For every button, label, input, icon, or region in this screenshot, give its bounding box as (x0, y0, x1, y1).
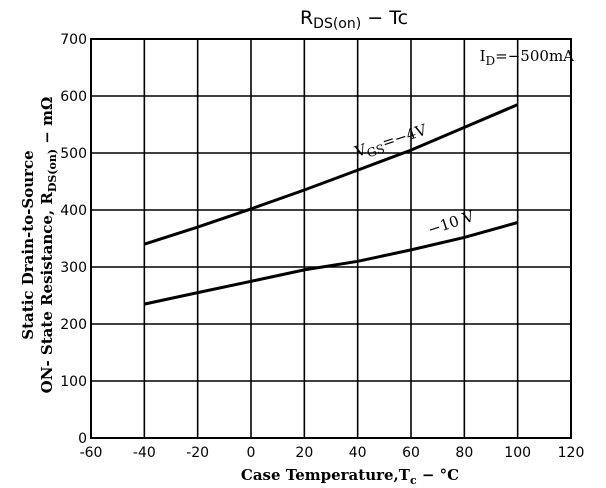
x-tick-label: -20 (186, 445, 209, 461)
y-tick-label: 100 (60, 374, 87, 390)
y-tick-label: 400 (60, 203, 87, 219)
x-axis-label-main: Case Temperature,T (241, 466, 411, 484)
x-tick-label: 60 (402, 445, 420, 461)
y-axis-label-line2-rest: − mΩ (38, 97, 56, 149)
x-tick-label: 80 (455, 445, 473, 461)
x-tick-label: 120 (558, 445, 585, 461)
x-axis-label: Case Temperature,Tc − °C (241, 466, 459, 487)
x-axis-label-rest: − °C (417, 466, 460, 484)
chart-title-sub: DS(on) (313, 16, 361, 32)
x-tick-labels: -60 -40 -20 0 20 40 60 80 100 120 (80, 445, 585, 461)
condition-annotation: ID=−500mA (480, 47, 575, 68)
series-label-vgs-rest: =−4V (380, 120, 430, 152)
x-axis-label-sub: c (410, 474, 417, 487)
y-axis-label-line2-sub: DS(on) (46, 149, 59, 192)
chart-title-rest: − Tc (361, 7, 408, 29)
y-tick-label: 300 (60, 260, 87, 276)
series-line-vgs-4v (143, 103, 519, 246)
y-axis-label-line2: ON- State Resistance, RDS(on) − mΩ (38, 97, 59, 394)
x-tick-label: -60 (80, 445, 103, 461)
series-label-10v-main: −10 V (426, 207, 478, 239)
x-tick-label: 40 (349, 445, 367, 461)
series-line-10v (143, 221, 519, 306)
x-tick-label: -40 (133, 445, 156, 461)
series-label-10v: −10 V (426, 207, 478, 239)
chart-title: RDS(on) − Tc (300, 7, 408, 32)
series-label-vgs-sub: GS (365, 141, 386, 160)
y-tick-label: 700 (60, 32, 87, 48)
y-axis-label-line2-main: ON- State Resistance, R (38, 192, 56, 394)
condition-rest: =−500mA (495, 47, 574, 65)
y-tick-labels: 0 100 200 300 400 500 600 700 (60, 32, 87, 447)
y-axis-label-line1: Static Drain-to-Source (19, 150, 37, 339)
condition-sub: D (486, 54, 496, 68)
x-tick-label: 100 (504, 445, 531, 461)
chart-title-main: R (300, 7, 313, 29)
x-tick-label: 20 (295, 445, 313, 461)
y-tick-label: 600 (60, 89, 87, 105)
y-tick-label: 0 (78, 431, 87, 447)
series-lines (143, 103, 519, 306)
condition-main: I (480, 47, 486, 65)
x-tick-label: 0 (247, 445, 256, 461)
plot-frame (90, 38, 572, 439)
y-tick-label: 500 (60, 146, 87, 162)
y-tick-label: 200 (60, 317, 87, 333)
